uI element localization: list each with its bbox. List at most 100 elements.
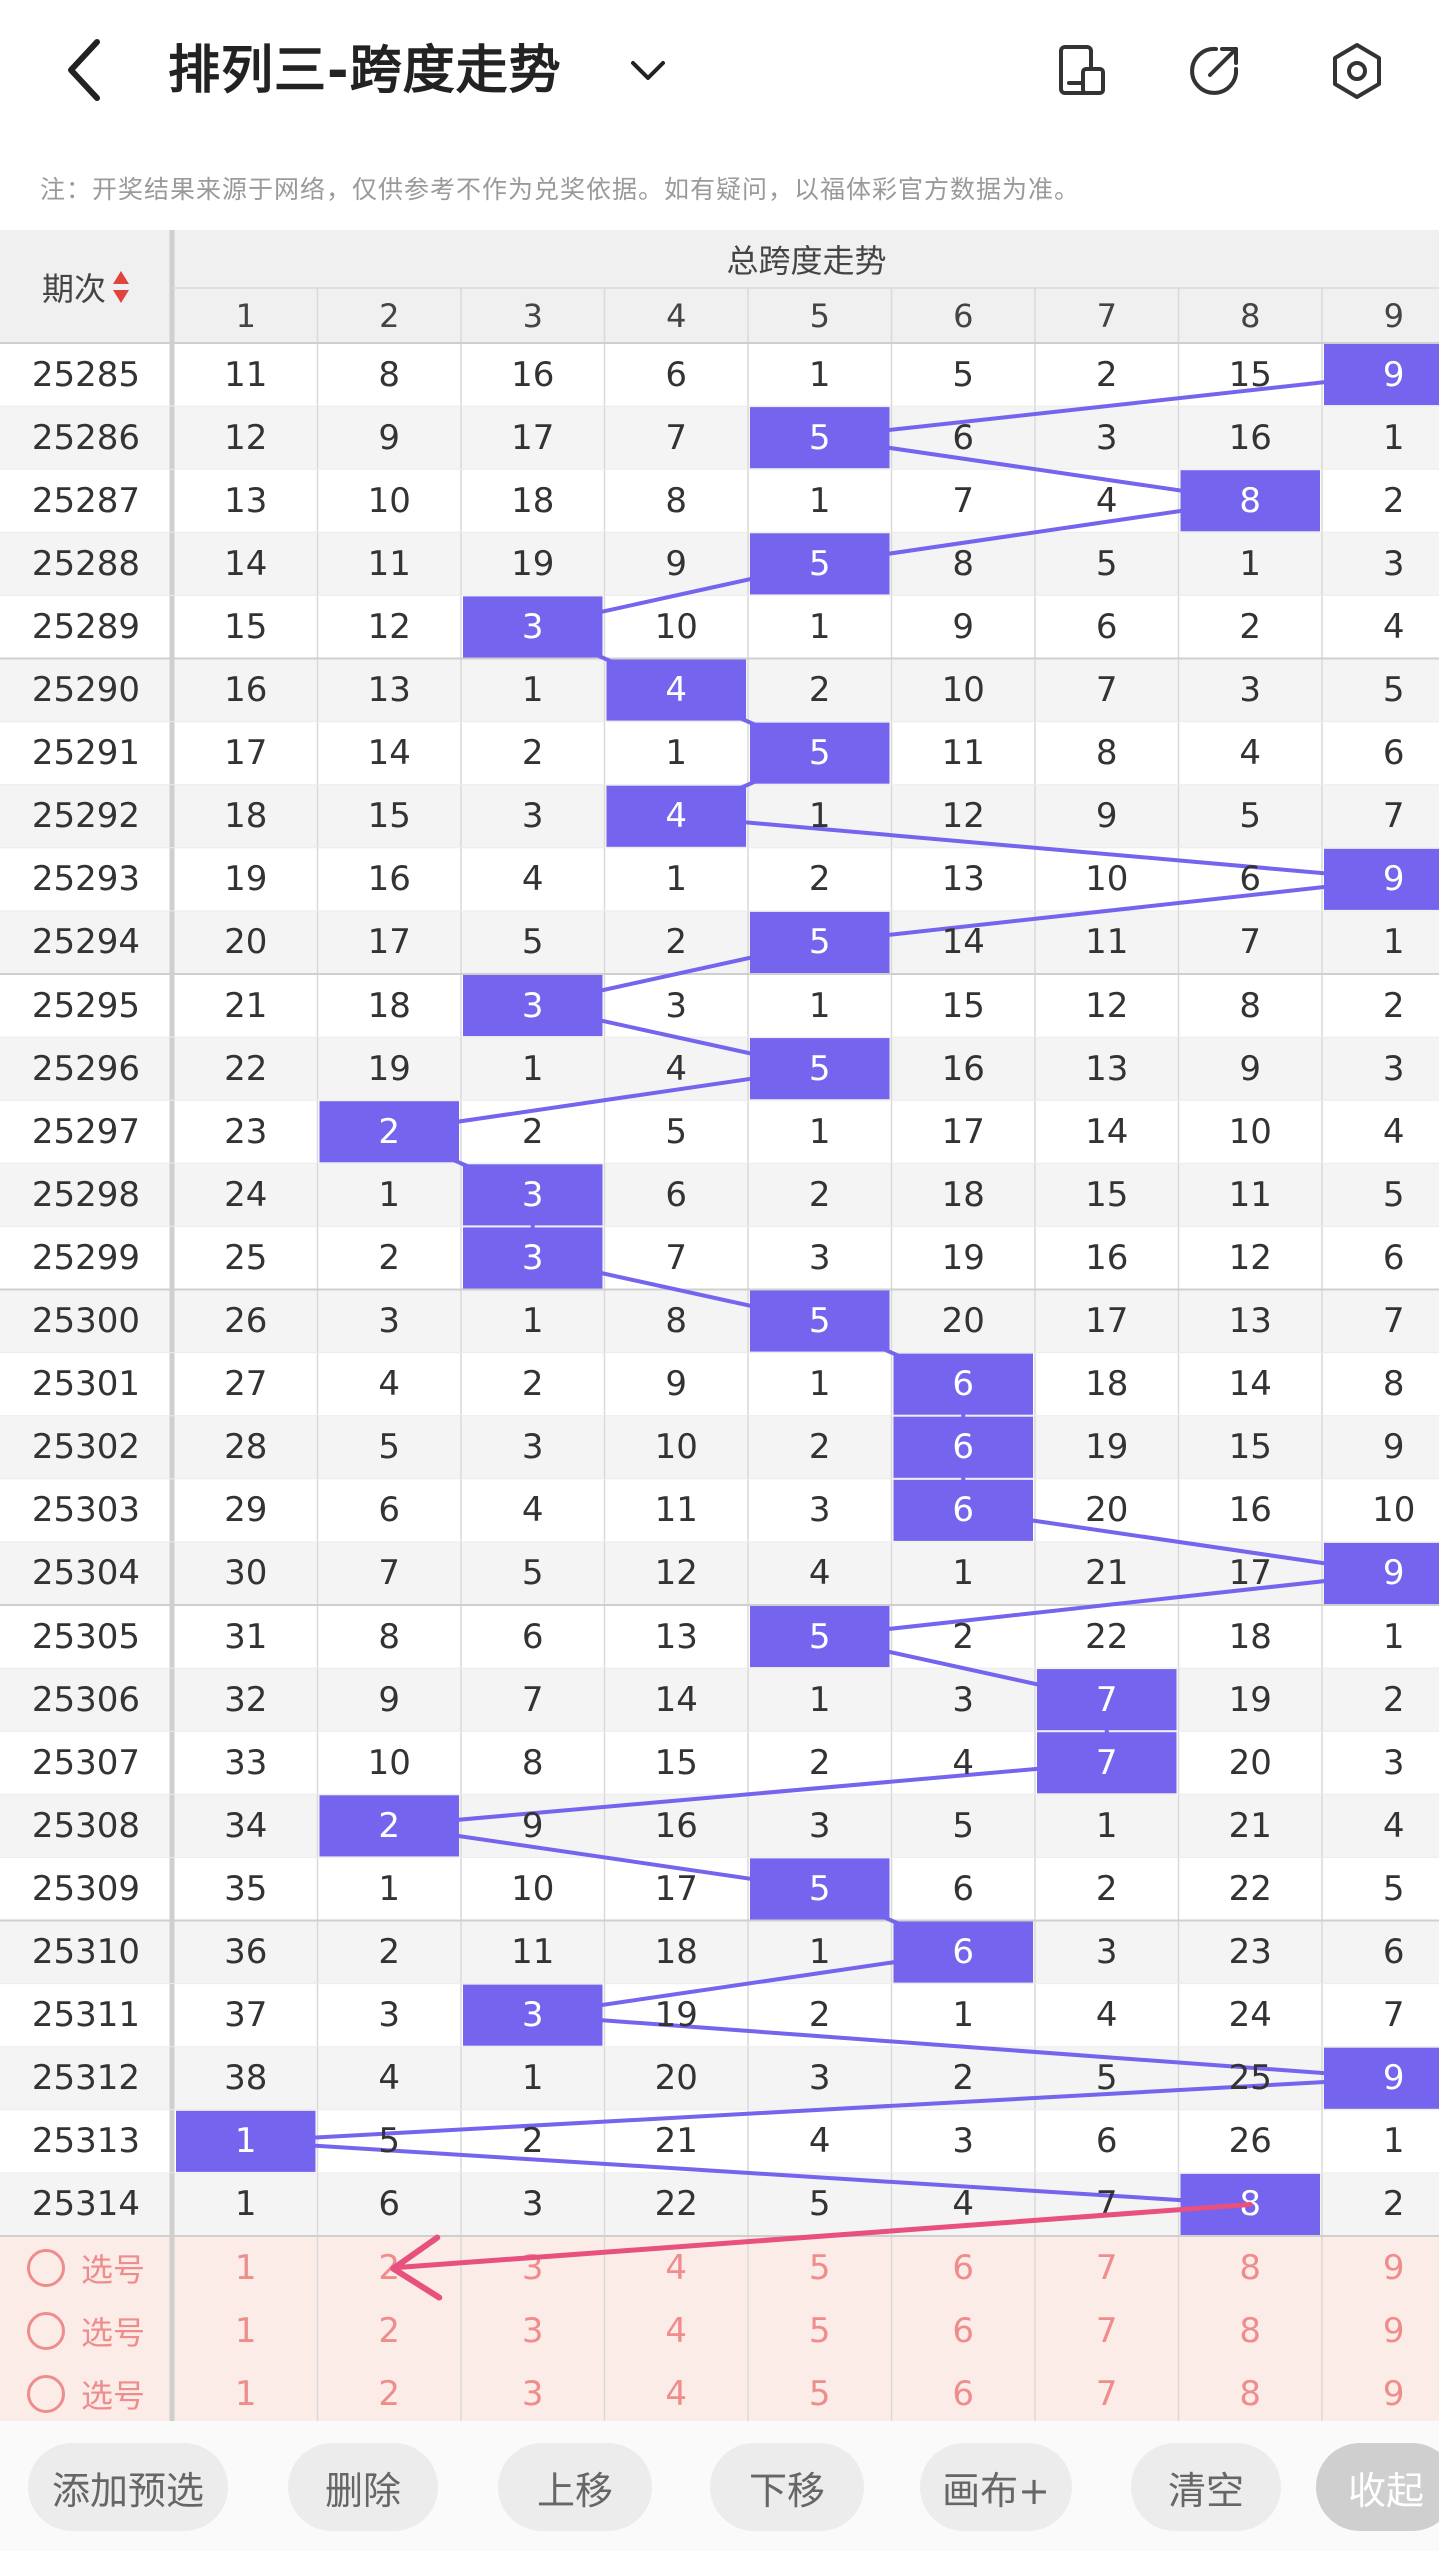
miss-count-cell: 18 (224, 796, 268, 837)
miss-count-cell: 20 (941, 1301, 985, 1342)
miss-count-cell: 22 (224, 1048, 268, 1089)
miss-count-cell: 24 (224, 1174, 268, 1215)
select-number-cell[interactable]: 4 (665, 2310, 688, 2351)
share-icon (1190, 46, 1239, 95)
select-number-cell[interactable]: 6 (952, 2247, 975, 2288)
miss-count-cell: 16 (224, 670, 268, 711)
hit-cell: 1 (234, 2121, 257, 2162)
miss-count-cell: 1 (378, 1174, 401, 1215)
period-cell: 25307 (31, 1742, 141, 1783)
span-column-header: 1 (235, 296, 256, 335)
move-up-button[interactable]: 上移 (498, 2443, 652, 2531)
row-bg (0, 406, 1439, 470)
miss-count-cell: 9 (1382, 1427, 1405, 1468)
miss-count-cell: 2 (808, 1174, 831, 1215)
miss-count-cell: 2 (808, 1995, 831, 2036)
period-cell: 25294 (31, 922, 141, 963)
move-down-button[interactable]: 下移 (710, 2443, 864, 2531)
miss-count-cell: 1 (1382, 417, 1405, 458)
miss-count-cell: 5 (521, 1553, 544, 1594)
miss-count-cell: 9 (521, 1805, 544, 1846)
miss-count-cell: 18 (941, 1174, 985, 1215)
select-row-label[interactable]: 选号 (0, 2362, 172, 2425)
select-row-label[interactable]: 选号 (0, 2299, 172, 2362)
layout-button[interactable] (1046, 36, 1116, 106)
miss-count-cell: 2 (1239, 606, 1262, 647)
hit-cell: 2 (378, 1111, 401, 1152)
miss-count-cell: 3 (521, 2184, 544, 2225)
trend-grid: 期次 总跨度走势 1 2 3 4 5 6 7 8 9 25285 11 8 16 6 1 5 2 15 9 25286 12… (0, 230, 1439, 2421)
clear-button[interactable]: 清空 (1131, 2443, 1281, 2531)
select-number-cell[interactable]: 3 (521, 2373, 544, 2414)
select-number-cell[interactable]: 7 (1095, 2247, 1118, 2288)
miss-count-cell: 7 (1239, 922, 1262, 963)
select-number-cell[interactable]: 9 (1382, 2373, 1405, 2414)
miss-count-cell: 3 (1382, 1742, 1405, 1783)
miss-count-cell: 19 (1085, 1427, 1129, 1468)
radio-circle-icon[interactable] (26, 2374, 65, 2413)
add-preselect-button[interactable]: 添加预选 (28, 2443, 228, 2531)
select-number-cell[interactable]: 5 (808, 2247, 831, 2288)
select-number-cell[interactable]: 3 (521, 2310, 544, 2351)
hit-cell: 3 (521, 1995, 544, 2036)
select-number-cell[interactable]: 2 (378, 2247, 401, 2288)
miss-count-cell: 3 (1095, 1932, 1118, 1973)
miss-count-cell: 2 (1382, 2184, 1405, 2225)
select-number-cell[interactable]: 7 (1095, 2310, 1118, 2351)
select-number-cell[interactable]: 5 (808, 2373, 831, 2414)
select-number-cell[interactable]: 2 (378, 2373, 401, 2414)
radio-circle-icon[interactable] (26, 2311, 65, 2350)
miss-count-cell: 5 (808, 2184, 831, 2225)
miss-count-cell: 28 (224, 1427, 268, 1468)
miss-count-cell: 2 (521, 733, 544, 774)
delete-button[interactable]: 删除 (288, 2443, 438, 2531)
title-dropdown-button[interactable] (620, 46, 676, 96)
hit-cell: 5 (808, 1048, 831, 1089)
select-number-cell[interactable]: 6 (952, 2310, 975, 2351)
select-number-cell[interactable]: 9 (1382, 2310, 1405, 2351)
miss-count-cell: 17 (1085, 1301, 1129, 1342)
sort-icon (112, 270, 130, 304)
miss-count-cell: 4 (808, 1553, 831, 1594)
select-row-label[interactable]: 选号 (0, 2236, 172, 2299)
miss-count-cell: 1 (521, 1301, 544, 1342)
select-number-cell[interactable]: 9 (1382, 2247, 1405, 2288)
select-number-cell[interactable]: 7 (1095, 2373, 1118, 2414)
select-number-cell[interactable]: 8 (1239, 2310, 1262, 2351)
select-number-cell[interactable]: 1 (234, 2373, 257, 2414)
miss-count-cell: 6 (952, 417, 975, 458)
row-bg (0, 1920, 1439, 1984)
share-button[interactable] (1179, 36, 1249, 106)
miss-count-cell: 12 (654, 1553, 698, 1594)
miss-count-cell: 4 (378, 1364, 401, 1405)
period-column-header[interactable]: 期次 (0, 230, 172, 343)
span-column-header: 7 (1096, 296, 1117, 335)
select-number-cell[interactable]: 1 (234, 2247, 257, 2288)
select-number-cell[interactable]: 5 (808, 2310, 831, 2351)
back-button[interactable] (55, 30, 115, 110)
miss-count-cell: 2 (952, 1616, 975, 1657)
row-bg (0, 1352, 1439, 1416)
select-number-cell[interactable]: 6 (952, 2373, 975, 2414)
select-number-cell[interactable]: 8 (1239, 2247, 1262, 2288)
select-number-cell[interactable]: 2 (378, 2310, 401, 2351)
collapse-button[interactable]: 收起 (1316, 2443, 1439, 2531)
miss-count-cell: 10 (1085, 859, 1129, 900)
select-number-cell[interactable]: 8 (1239, 2373, 1262, 2414)
select-number-cell[interactable]: 4 (665, 2247, 688, 2288)
settings-button[interactable] (1322, 36, 1392, 106)
miss-count-cell: 7 (1382, 796, 1405, 837)
miss-count-cell: 27 (224, 1364, 268, 1405)
miss-count-cell: 6 (1095, 2121, 1118, 2162)
radio-circle-icon[interactable] (26, 2248, 65, 2287)
row-bg (0, 595, 1439, 659)
span-column-header: 5 (809, 296, 830, 335)
miss-count-cell: 19 (511, 543, 555, 584)
miss-count-cell: 6 (665, 1174, 688, 1215)
select-number-cell[interactable]: 1 (234, 2310, 257, 2351)
canvas-plus-button[interactable]: 画布+ (920, 2443, 1072, 2531)
select-number-cell[interactable]: 4 (665, 2373, 688, 2414)
row-bg (0, 1226, 1439, 1290)
miss-count-cell: 19 (224, 859, 268, 900)
miss-count-cell: 9 (665, 543, 688, 584)
